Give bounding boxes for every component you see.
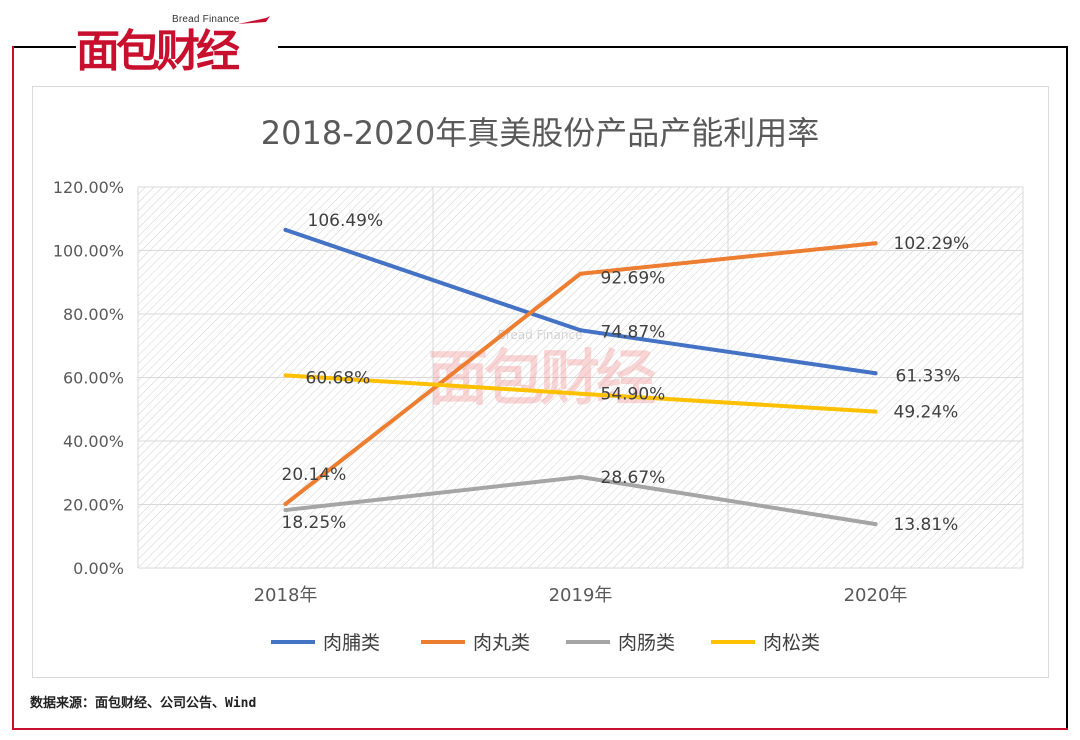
data-point	[873, 522, 878, 527]
data-point	[873, 241, 878, 246]
data-point	[578, 474, 583, 479]
data-point	[283, 373, 288, 378]
frame-right-line	[1066, 46, 1068, 728]
data-label: 20.14%	[282, 465, 347, 485]
data-label: 13.81%	[894, 515, 959, 535]
data-source-note: 数据来源：面包财经、公司公告、Wind	[30, 696, 257, 711]
data-label: 102.29%	[894, 234, 970, 254]
frame-top-line	[278, 46, 1068, 48]
data-point	[283, 502, 288, 507]
data-point	[578, 271, 583, 276]
x-tick-label: 2020年	[844, 585, 908, 606]
data-label: 92.69%	[601, 269, 666, 289]
line-chart: 2018-2020年真美股份产品产能利用率 Bread Finance 面包财经…	[53, 114, 1024, 654]
data-label: 61.33%	[896, 366, 961, 386]
legend-label: 肉肠类	[618, 632, 675, 654]
y-tick-label: 0.00%	[73, 559, 124, 578]
data-point	[873, 409, 878, 414]
logo-chinese-text: 面包财经	[76, 26, 240, 77]
data-point	[283, 227, 288, 232]
data-point	[283, 508, 288, 513]
data-label: 106.49%	[308, 211, 384, 231]
x-tick-label: 2018年	[254, 585, 318, 606]
y-tick-label: 100.00%	[53, 242, 124, 261]
y-tick-label: 120.00%	[53, 178, 124, 197]
data-label: 74.87%	[601, 322, 666, 342]
frame-left-line	[12, 46, 14, 730]
frame-top-left-line	[14, 46, 76, 48]
brand-logo: Bread Finance 面包财经	[76, 14, 276, 80]
logo-english-text: Bread Finance	[172, 14, 240, 25]
data-point	[578, 328, 583, 333]
data-label: 28.67%	[601, 468, 666, 488]
y-tick-label: 20.00%	[63, 496, 124, 515]
legend-label: 肉丸类	[473, 632, 530, 654]
frame-bottom-line	[12, 728, 1068, 730]
y-tick-label: 80.00%	[63, 305, 124, 324]
data-label: 54.90%	[601, 385, 666, 405]
data-label: 18.25%	[282, 513, 347, 533]
watermark-chinese-text: 面包财经	[428, 344, 656, 414]
y-tick-label: 60.00%	[63, 369, 124, 388]
legend-label: 肉脯类	[323, 632, 380, 654]
data-label: 49.24%	[894, 403, 959, 423]
watermark-english-text: Bread Finance	[498, 328, 583, 342]
x-tick-label: 2019年	[549, 585, 613, 606]
chart-title: 2018-2020年真美股份产品产能利用率	[261, 114, 819, 152]
chart-panel: 2018-2020年真美股份产品产能利用率 Bread Finance 面包财经…	[32, 86, 1049, 678]
data-point	[873, 371, 878, 376]
data-point	[578, 391, 583, 396]
watermark: Bread Finance 面包财经	[428, 328, 660, 414]
legend-label: 肉松类	[763, 632, 820, 654]
data-label: 60.68%	[306, 368, 371, 388]
logo-swoosh-icon	[238, 16, 270, 24]
y-tick-label: 40.00%	[63, 432, 124, 451]
